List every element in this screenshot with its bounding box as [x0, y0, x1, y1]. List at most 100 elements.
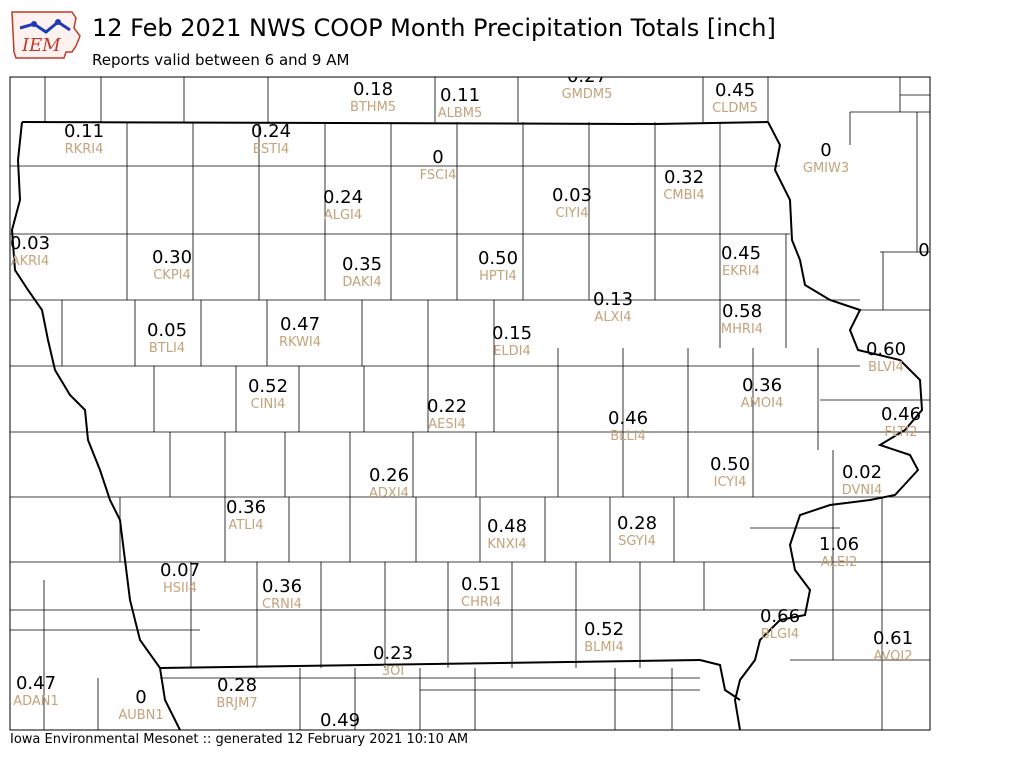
station-value: 0 — [820, 140, 831, 161]
station-id: CLDM5 — [712, 101, 758, 116]
station-id: DVNI4 — [842, 483, 883, 498]
logo-text: IEM — [21, 35, 61, 56]
station-id: SGYI4 — [618, 534, 656, 549]
station-id: CHRI4 — [461, 595, 501, 610]
station-id: ALXI4 — [594, 310, 631, 325]
station-value: 0.23 — [373, 643, 413, 664]
station-id: CMBI4 — [663, 188, 704, 203]
map-title: 12 Feb 2021 NWS COOP Month Precipitation… — [92, 14, 776, 42]
station-value: 0.48 — [487, 516, 527, 537]
station-id: ALGI4 — [324, 208, 362, 223]
station-value: 0.36 — [742, 375, 782, 396]
station-id: CINI4 — [251, 397, 286, 412]
station-value: 0.11 — [440, 85, 480, 106]
state-boundaries — [10, 121, 924, 730]
station-value: 0.13 — [593, 289, 633, 310]
station-id: ATLI4 — [228, 518, 263, 533]
station-id: MHRI4 — [721, 322, 763, 337]
iem-logo: IEM — [10, 8, 84, 60]
station-value: 1.06 — [819, 534, 859, 555]
station-id: BRJM7 — [216, 696, 257, 711]
footer-credit: Iowa Environmental Mesonet :: generated … — [10, 732, 469, 747]
station-value: 0.66 — [760, 606, 800, 627]
station-value: 0.07 — [160, 560, 200, 581]
station-value: 0.50 — [710, 454, 750, 475]
station-value: 0.36 — [262, 576, 302, 597]
station-id: FLTI2 — [885, 425, 918, 440]
station-value: 0.28 — [217, 675, 257, 696]
station-value: 0.60 — [866, 339, 906, 360]
station-id: KNXI4 — [487, 537, 526, 552]
station-value: 0.52 — [584, 619, 624, 640]
station-value: 0.35 — [342, 254, 382, 275]
station-id: ICYI4 — [714, 475, 747, 490]
station-value: 0.11 — [64, 121, 104, 142]
station-id: 3OI — [382, 664, 404, 679]
county-boundaries — [10, 77, 930, 730]
station-value: 0.61 — [873, 628, 913, 649]
station-id: BLLI4 — [610, 429, 646, 444]
station-value: 0.28 — [617, 513, 657, 534]
station-value: 0.58 — [722, 301, 762, 322]
station-value: 0.18 — [353, 79, 393, 100]
station-value: 0 — [432, 147, 443, 168]
station-id: ALBM5 — [438, 106, 483, 121]
station-id: RKWI4 — [279, 335, 321, 350]
station-id: DAKI4 — [342, 275, 381, 290]
station-value: 0.45 — [715, 80, 755, 101]
station-value: 0.27 — [567, 66, 607, 87]
station-value: 0.32 — [664, 167, 704, 188]
station-id: AESI4 — [428, 417, 465, 432]
station-unlabeled: 0 — [918, 240, 929, 261]
station-id: HPTI4 — [479, 269, 517, 284]
station-id: ELDI4 — [493, 344, 531, 359]
station-value: 0.30 — [152, 247, 192, 268]
station-value: 0.47 — [16, 673, 56, 694]
station-id: ADAN1 — [13, 694, 59, 709]
station-value: 0.46 — [608, 408, 648, 429]
map-frame — [9, 76, 931, 731]
station-value: 0.26 — [369, 465, 409, 486]
station-value: 0.49 — [320, 710, 360, 731]
station-value: 0.50 — [478, 248, 518, 269]
station-id: GMDM5 — [562, 87, 613, 102]
station-value: 0.47 — [280, 314, 320, 335]
station-value: 0.02 — [842, 462, 882, 483]
